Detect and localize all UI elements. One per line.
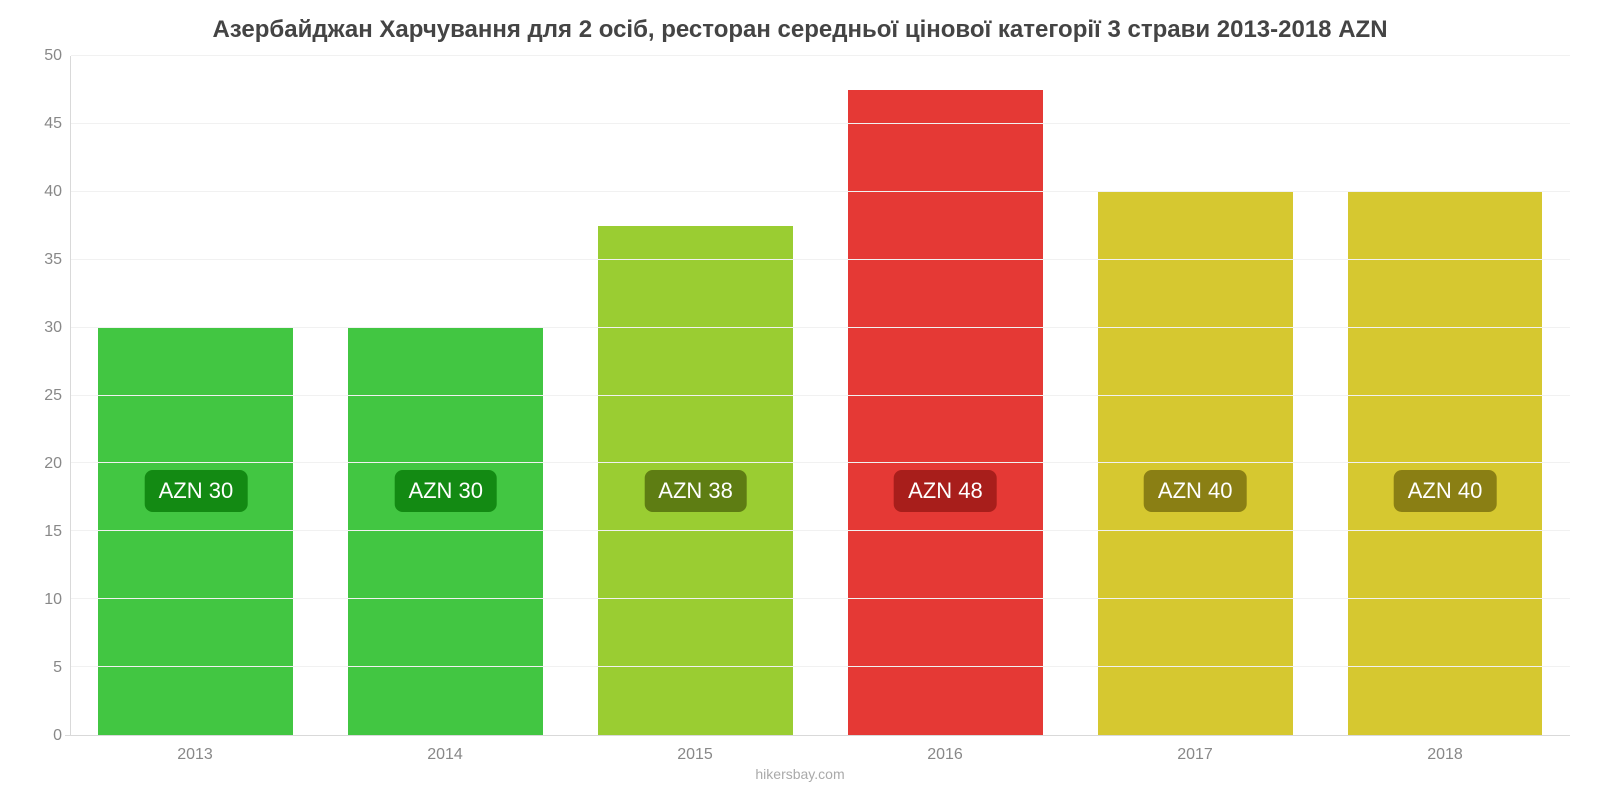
x-tick-label: 2017 bbox=[1070, 736, 1320, 764]
value-badge: AZN 40 bbox=[1144, 470, 1247, 512]
bars-layer: AZN 30 AZN 30 AZN 38 AZN 48 AZN 40 AZN 40 bbox=[71, 56, 1570, 735]
x-tick-label: 2016 bbox=[820, 736, 1070, 764]
chart-title: Азербайджан Харчування для 2 осіб, ресто… bbox=[30, 16, 1570, 44]
bar-slot: AZN 38 bbox=[571, 56, 821, 735]
bar-slot: AZN 48 bbox=[820, 56, 1070, 735]
grid-line bbox=[71, 191, 1570, 192]
y-tick-label: 0 bbox=[53, 727, 62, 745]
x-tick-label: 2013 bbox=[70, 736, 320, 764]
bar-slot: AZN 30 bbox=[71, 56, 321, 735]
grid-line bbox=[71, 530, 1570, 531]
axis-origin-tick bbox=[65, 735, 71, 736]
grid-line bbox=[71, 55, 1570, 56]
source-label: hikersbay.com bbox=[30, 766, 1570, 782]
value-badge: AZN 48 bbox=[894, 470, 997, 512]
grid-line bbox=[71, 123, 1570, 124]
x-tick-label: 2018 bbox=[1320, 736, 1570, 764]
x-tick-label: 2014 bbox=[320, 736, 570, 764]
bar-slot: AZN 40 bbox=[1070, 56, 1320, 735]
value-badge: AZN 40 bbox=[1394, 470, 1497, 512]
grid-line bbox=[71, 666, 1570, 667]
bar: AZN 38 bbox=[598, 226, 793, 735]
y-tick-label: 30 bbox=[44, 319, 62, 337]
grid-line bbox=[71, 395, 1570, 396]
y-axis: 05101520253035404550 bbox=[30, 56, 70, 736]
bar: AZN 40 bbox=[1348, 192, 1543, 735]
x-tick-label: 2015 bbox=[570, 736, 820, 764]
grid-line bbox=[71, 327, 1570, 328]
y-tick-label: 5 bbox=[53, 659, 62, 677]
value-badge: AZN 30 bbox=[394, 470, 497, 512]
y-tick-label: 45 bbox=[44, 115, 62, 133]
grid-line bbox=[71, 259, 1570, 260]
grid-line bbox=[71, 598, 1570, 599]
y-tick-label: 50 bbox=[44, 47, 62, 65]
plot-row: 05101520253035404550 AZN 30AZN 30AZN 38A… bbox=[30, 56, 1570, 736]
plot-area: AZN 30 AZN 30 AZN 38 AZN 48 AZN 40 AZN 40 bbox=[70, 56, 1570, 736]
y-tick-label: 20 bbox=[44, 455, 62, 473]
y-tick-label: 15 bbox=[44, 523, 62, 541]
bar-slot: AZN 30 bbox=[321, 56, 571, 735]
bar: AZN 48 bbox=[848, 90, 1043, 735]
y-tick-label: 25 bbox=[44, 387, 62, 405]
value-badge: AZN 30 bbox=[145, 470, 248, 512]
chart-container: Азербайджан Харчування для 2 осіб, ресто… bbox=[0, 0, 1600, 800]
y-tick-label: 40 bbox=[44, 183, 62, 201]
bar: AZN 40 bbox=[1098, 192, 1293, 735]
bar-slot: AZN 40 bbox=[1320, 56, 1570, 735]
y-tick-label: 10 bbox=[44, 591, 62, 609]
x-axis: 201320142015201620172018 bbox=[70, 736, 1570, 764]
value-badge: AZN 38 bbox=[644, 470, 747, 512]
grid-line bbox=[71, 462, 1570, 463]
y-tick-label: 35 bbox=[44, 251, 62, 269]
